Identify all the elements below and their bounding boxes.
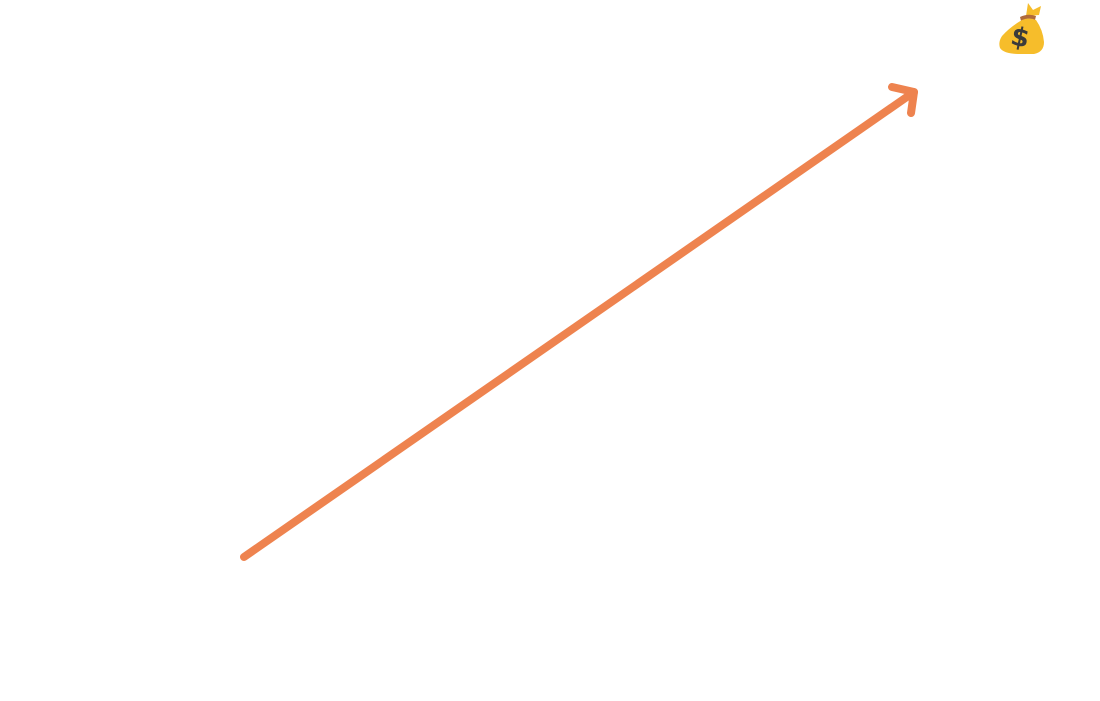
arrow-shaft [240, 88, 918, 561]
dollar-sign: $ [1008, 21, 1032, 54]
arrow-head [888, 83, 918, 117]
money-bag-icon: $ [999, 3, 1044, 55]
